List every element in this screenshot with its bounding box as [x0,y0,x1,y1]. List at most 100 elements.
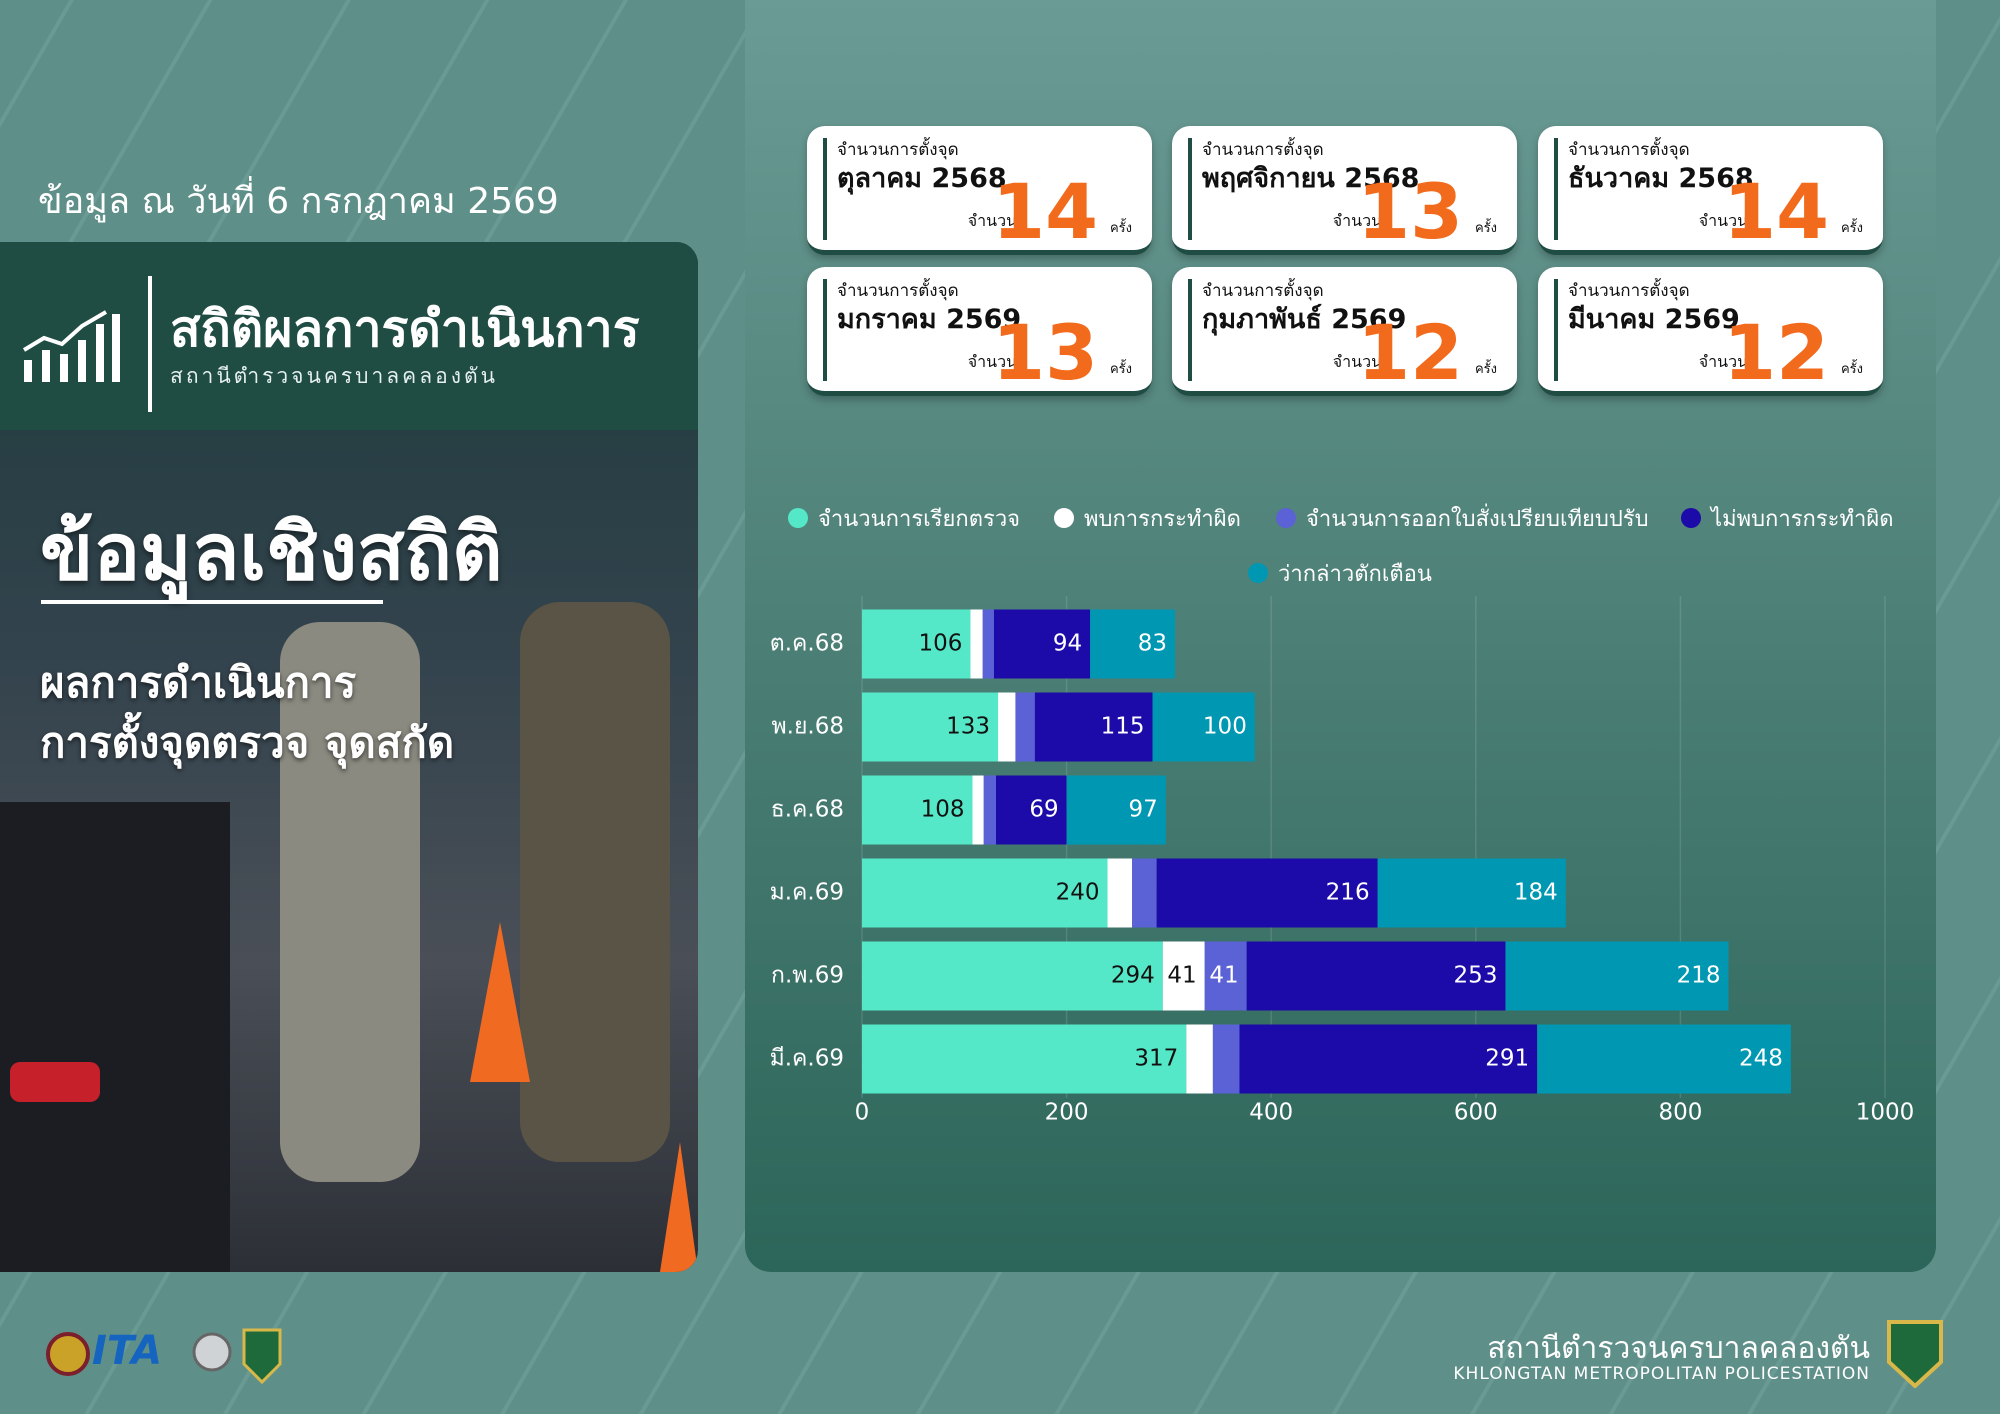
data-label: 133 [946,714,990,740]
bar-segment [972,775,984,845]
bar-segment [1162,941,1205,1011]
data-label: 69 [1029,797,1058,823]
data-label: 184 [1514,880,1558,906]
legend-swatch [1681,508,1701,528]
legend-swatch [1248,563,1268,583]
photo-illustration [0,602,698,1272]
data-label: 115 [1101,714,1145,740]
card-count-label: จำนวน [1332,352,1382,371]
card-count: 13 [992,308,1098,396]
bar-segment [1015,692,1035,762]
data-label: 106 [919,631,963,657]
card-count: 14 [1723,167,1829,255]
y-tick-label: ม.ค.69 [770,880,844,906]
card-count-label: จำนวน [1698,211,1748,230]
data-label: 83 [1138,631,1167,657]
data-label: 253 [1454,963,1498,989]
title: สถิติผลการดำเนินการ [170,300,640,358]
stat-card: จำนวนการตั้งจุด กุมภาพันธ์ 2569 จำนวน 12 ครั… [1172,267,1517,396]
bar-segment [970,609,983,679]
card-unit: ครั้ง [1840,362,1863,377]
y-tick-label: ต.ค.68 [770,631,844,657]
bar-segment [862,692,999,762]
car [0,802,230,1272]
legend-swatch [788,508,808,528]
cone [470,922,530,1082]
logo-text: ITA [92,1328,163,1374]
x-tick-label: 800 [1658,1100,1702,1126]
description: ผลการดำเนินการ [40,658,357,707]
bar-segment [1204,941,1247,1011]
card-unit: ครั้ง [1109,362,1132,377]
legend-swatch [1276,508,1296,528]
officer [280,622,420,1182]
chart-icon [22,310,120,382]
stat-card: จำนวนการตั้งจุด มกราคม 2569 จำนวน 13 ครั้ง [807,267,1152,396]
y-tick-label: ก.พ.69 [771,963,844,989]
underline [41,600,383,604]
bar-segment [862,609,971,679]
data-label: 291 [1485,1046,1529,1072]
logos [46,1328,282,1385]
bar-segment [983,775,997,845]
card-month: พฤศจิกายน 2568 [1202,163,1420,194]
legend-swatch [1054,508,1074,528]
bar-segment [1066,775,1166,845]
bar-segment [1152,692,1255,762]
card-count-label: จำนวน [1332,211,1382,230]
description: การตั้งจุดตรวจ จุดสกัด [40,718,455,767]
card-heading: จำนวนการตั้งจุด [1568,140,1690,160]
data-label: 317 [1134,1046,1178,1072]
card-count: 13 [1357,167,1463,255]
x-tick-label: 600 [1454,1100,1498,1126]
card-heading: จำนวนการตั้งจุด [1202,140,1324,160]
bar-segment [1246,941,1506,1011]
footer-station-en: KHLONGTAN METROPOLITAN POLICESTATION [1453,1364,1870,1384]
card-count-label: จำนวน [1698,352,1748,371]
data-label: 108 [921,797,965,823]
date: ข้อมูล ณ วันที่ 6 กรกฎาคม 2569 [38,181,559,222]
footer-station: สถานีตำรวจนครบาลคลองตัน [1487,1331,1870,1366]
bar-segment [993,609,1091,679]
bar-segment [1090,609,1176,679]
card-month: กุมภาพันธ์ 2569 [1202,304,1407,335]
bar-segment [1377,858,1566,928]
x-tick-label: 1000 [1856,1100,1915,1126]
bar-segment [998,692,1016,762]
legend-label: ไม่พบการกระทำผิด [1709,506,1894,532]
bar-segment [1034,692,1153,762]
legend-label: ว่ากล่าวตักเตือน [1278,562,1432,587]
x-tick-label: 400 [1249,1100,1293,1126]
divider [148,276,152,412]
card-accent [1554,138,1558,240]
data-label: 294 [1111,963,1155,989]
card-count: 12 [1357,308,1463,396]
data-label: 97 [1129,797,1158,823]
card-accent [1188,138,1192,240]
cone [660,1142,698,1272]
data-label: 41 [1167,963,1196,989]
legend-label: พบการกระทำผิด [1084,507,1241,532]
bar-segment [1212,1024,1240,1094]
card-accent [1554,279,1558,381]
bar-segment [996,775,1067,845]
card-heading: จำนวนการตั้งจุด [1202,281,1324,301]
bar-segment [982,609,994,679]
data-label: 218 [1677,963,1721,989]
card-unit: ครั้ง [1840,221,1863,236]
badge [1887,1320,1943,1388]
card-accent [823,279,827,381]
bar-segment [862,1024,1187,1094]
bar-segment [1132,858,1157,928]
card-count-label: จำนวน [967,352,1017,371]
card-heading: จำนวนการตั้งจุด [837,140,959,160]
card-unit: ครั้ง [1474,221,1497,236]
stat-card: จำนวนการตั้งจุดพฤศจิกายน 2568 จำนวน 13 ครั้… [1172,126,1517,255]
data-label: 41 [1209,963,1238,989]
card-count-label: จำนวน [967,211,1017,230]
bar-segment [1186,1024,1213,1094]
stat-card: จำนวนการตั้งจุด ตุลาคม 2568 จำนวน 14 ครั้ง [807,126,1152,255]
card-heading: จำนวนการตั้งจุด [1568,281,1690,301]
